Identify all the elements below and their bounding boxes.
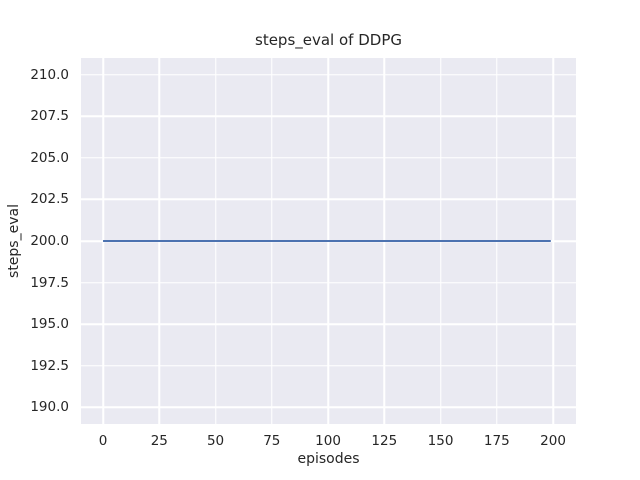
- gridline-horizontal: [81, 281, 576, 284]
- x-tick-label: 150: [427, 433, 454, 449]
- y-tick-label: 200.0: [30, 233, 69, 249]
- gridline-horizontal: [81, 323, 576, 325]
- gridline-horizontal: [81, 406, 576, 409]
- x-tick-label: 125: [371, 433, 398, 449]
- y-axis-ticks: 190.0 192.5 195.0 197.5 200.0 202.5 205.0 207.5…: [0, 58, 69, 424]
- y-tick-label: 192.5: [30, 357, 69, 374]
- y-tick-label: 190.0: [30, 399, 69, 416]
- gridline-horizontal: [81, 73, 576, 76]
- y-axis-label: steps_eval: [6, 204, 22, 278]
- y-tick-label: 195.0: [30, 316, 69, 333]
- y-tick-label: 205.0: [30, 149, 69, 166]
- gridline-horizontal: [81, 115, 576, 117]
- x-tick-label: 25: [150, 433, 168, 449]
- series-plot-layer: [81, 58, 576, 424]
- x-tick-label: 175: [483, 433, 510, 449]
- gridline-horizontal: [81, 365, 576, 367]
- x-tick-label: 75: [263, 433, 281, 449]
- x-axis-label: episodes: [297, 451, 360, 467]
- x-tick-label: 0: [98, 433, 108, 449]
- x-tick-label: 200: [540, 433, 566, 449]
- y-tick-label: 207.5: [30, 108, 69, 125]
- x-axis-ticks: 0 25 50 75 100 125 150 175 200: [81, 433, 576, 451]
- gridline-horizontal: [81, 157, 576, 159]
- y-tick-label: 197.5: [30, 274, 69, 291]
- chart-title: steps_eval of DDPG: [255, 31, 402, 49]
- gridline-horizontal: [81, 198, 576, 201]
- plot-area: [81, 58, 576, 424]
- x-tick-label: 100: [315, 433, 341, 449]
- x-tick-label: 50: [206, 433, 225, 449]
- y-tick-label: 202.5: [30, 191, 69, 208]
- y-tick-label: 210.0: [30, 66, 69, 83]
